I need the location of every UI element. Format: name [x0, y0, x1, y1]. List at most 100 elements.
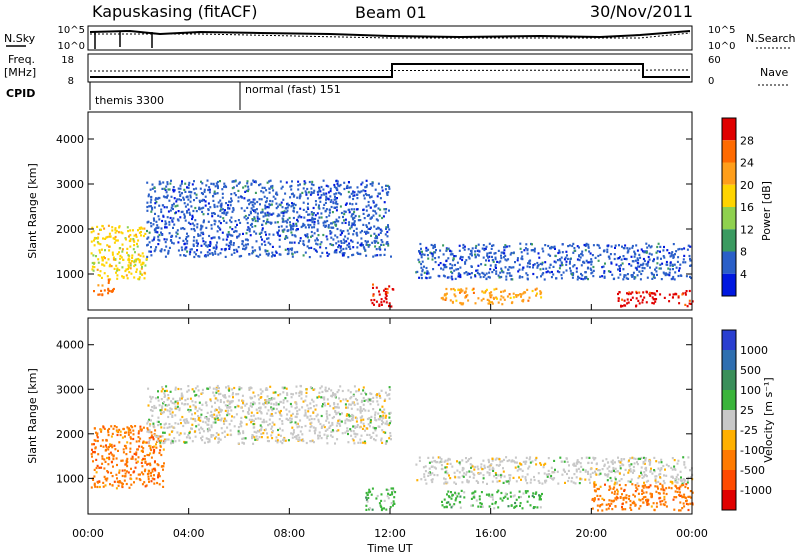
- velocity-cell: [632, 493, 635, 496]
- velocity-cell: [178, 433, 181, 437]
- power-cell: [305, 193, 308, 196]
- beam-title: Beam 01: [355, 3, 427, 22]
- power-cell: [103, 227, 106, 230]
- velocity-cell: [353, 432, 356, 435]
- power-cell: [496, 260, 499, 263]
- velocity-cell: [440, 467, 443, 471]
- power-cell: [457, 268, 460, 271]
- power-cell: [247, 243, 249, 246]
- velocity-cell: [659, 503, 662, 506]
- power-cell: [292, 216, 295, 220]
- power-cell: [659, 250, 661, 253]
- velocity-cell: [160, 412, 163, 415]
- velocity-cell: [644, 459, 647, 462]
- velocity-cell: [133, 481, 135, 484]
- velocity-cell: [169, 390, 172, 393]
- velocity-cell: [474, 490, 477, 493]
- velocity-cell: [644, 484, 647, 487]
- power-cell: [672, 243, 675, 246]
- power-ytick-label: 3000: [56, 178, 84, 191]
- power-cell: [292, 202, 295, 205]
- velocity-cell: [137, 456, 140, 459]
- power-cell: [656, 250, 659, 253]
- power-cell: [142, 255, 145, 258]
- power-cell: [465, 287, 468, 290]
- velocity-cell: [266, 436, 269, 439]
- power-cell: [297, 228, 299, 231]
- power-cell: [253, 198, 256, 201]
- velocity-cell: [159, 445, 162, 448]
- power-cell: [631, 296, 634, 299]
- velocity-cell: [217, 411, 220, 414]
- velocity-cell: [658, 461, 660, 464]
- power-cell: [166, 181, 169, 184]
- velocity-cell: [681, 496, 684, 499]
- power-cell: [379, 197, 382, 200]
- power-cell: [325, 247, 328, 250]
- power-cell: [556, 270, 559, 273]
- power-cell: [656, 273, 658, 276]
- power-cell: [177, 187, 180, 190]
- power-cell: [375, 300, 378, 303]
- velocity-cell: [431, 472, 434, 475]
- power-cell: [297, 184, 300, 187]
- power-cell: [427, 272, 430, 275]
- velocity-cell: [519, 495, 522, 499]
- velocity-cell: [639, 499, 642, 502]
- velocity-cell: [660, 461, 663, 464]
- velocity-cell: [607, 507, 610, 510]
- freq-panel-frame: [87, 53, 693, 83]
- power-cell: [631, 244, 634, 248]
- velocity-cell: [109, 443, 111, 446]
- power-cell: [451, 278, 454, 281]
- velocity-cell: [461, 459, 464, 462]
- power-cell: [145, 257, 148, 261]
- velocity-cell: [209, 399, 212, 403]
- velocity-cell: [150, 480, 153, 483]
- velocity-cell: [675, 481, 678, 484]
- velocity-cell: [608, 465, 611, 468]
- power-cell: [377, 207, 380, 210]
- velocity-cell: [153, 474, 155, 477]
- power-cell: [621, 262, 624, 265]
- power-cell: [116, 274, 119, 277]
- power-cell: [467, 248, 470, 251]
- velocity-cell: [319, 434, 321, 437]
- velocity-cell: [333, 403, 336, 406]
- power-cell: [342, 215, 344, 219]
- power-cell: [210, 182, 213, 185]
- power-cell: [271, 186, 274, 189]
- velocity-cell: [348, 414, 351, 418]
- velocity-cell: [255, 408, 258, 411]
- velocity-cell: [352, 415, 355, 418]
- power-cell: [378, 293, 381, 296]
- power-cell: [682, 261, 685, 264]
- velocity-cell: [171, 411, 174, 414]
- velocity-cell: [589, 481, 591, 484]
- velocity-cell: [355, 417, 358, 420]
- power-cell: [372, 294, 375, 297]
- velocity-cell: [370, 493, 373, 496]
- velocity-cell: [170, 400, 173, 403]
- power-cell: [589, 252, 592, 255]
- velocity-region: [146, 384, 392, 445]
- velocity-cell: [154, 460, 156, 463]
- power-cell: [249, 223, 252, 227]
- power-cell: [297, 180, 300, 183]
- power-cell: [379, 253, 382, 257]
- power-cell: [295, 229, 298, 232]
- power-cell: [218, 237, 221, 240]
- velocity-cell: [240, 387, 243, 390]
- velocity-cell: [627, 471, 630, 474]
- velocity-cell: [205, 416, 208, 419]
- freq-tick-top: 18: [61, 55, 74, 66]
- power-cell: [367, 227, 370, 230]
- power-cell: [602, 265, 605, 268]
- velocity-cell: [576, 462, 579, 465]
- velocity-cell: [480, 502, 483, 505]
- power-cell: [108, 249, 111, 252]
- velocity-cell: [453, 471, 456, 474]
- power-cell: [202, 192, 204, 196]
- power-cell: [372, 200, 375, 203]
- velocity-colorbar-segment: [722, 490, 736, 510]
